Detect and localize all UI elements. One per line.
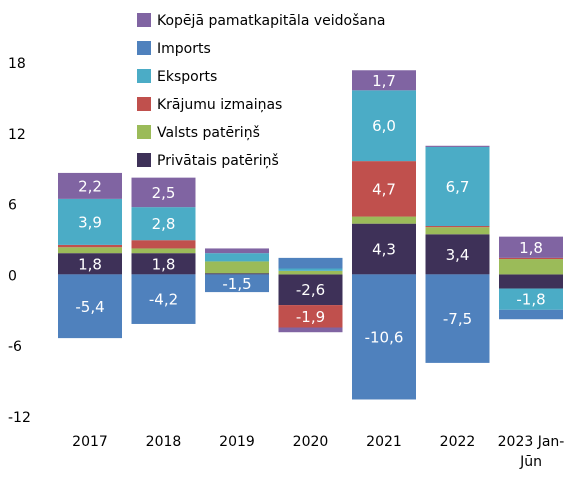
- legend-swatch: [137, 13, 151, 27]
- bar-segment: [205, 248, 269, 254]
- bar-segment: [205, 253, 269, 262]
- data-label: -1,9: [296, 308, 325, 326]
- y-tick-label: -6: [8, 339, 22, 355]
- x-tick-label: 2023 Jan-Jūn: [497, 434, 565, 470]
- y-tick-label: -12: [8, 410, 31, 426]
- bar-segment: [425, 226, 490, 228]
- bar-segment: [58, 253, 122, 275]
- legend-label: Valsts patēriņš: [157, 125, 260, 141]
- data-label: 6,7: [446, 178, 470, 196]
- legend-label: Eksports: [157, 69, 217, 85]
- bar-segment: [352, 161, 416, 217]
- bar-segment: [278, 327, 343, 333]
- x-tick-label: 2019: [219, 434, 255, 450]
- bar-segment: [278, 268, 343, 271]
- bar-segment: [131, 274, 196, 324]
- bar-segment: [58, 244, 122, 248]
- bar-segment: [278, 274, 343, 306]
- bar-segment: [278, 305, 343, 328]
- bar-segment: [499, 257, 563, 260]
- data-label: 3,9: [78, 213, 102, 231]
- legend-swatch: [137, 97, 151, 111]
- bar-segment: [352, 223, 416, 275]
- y-tick-label: 6: [8, 198, 17, 214]
- bar-segment: [278, 257, 343, 269]
- bar-segment: [278, 270, 343, 275]
- y-tick-label: 18: [8, 56, 26, 72]
- bar-segment: [499, 274, 563, 289]
- data-label: -10,6: [365, 328, 404, 346]
- bar-segment: [425, 146, 490, 227]
- x-tick-label: 2021: [366, 434, 402, 450]
- data-label: 6,0: [372, 117, 396, 135]
- data-label: -5,4: [75, 298, 104, 316]
- legend-label: Imports: [157, 41, 211, 57]
- bar-segment: [131, 253, 196, 275]
- x-tick-label: 2022: [439, 434, 476, 450]
- x-tick-label: 2017: [72, 434, 108, 450]
- bar-segment: [131, 177, 196, 208]
- data-label: -2,6: [296, 281, 325, 299]
- y-tick-label: 12: [8, 127, 26, 143]
- bar-segment: [499, 236, 563, 258]
- bar-segment: [425, 227, 490, 235]
- bar-segment: [205, 274, 269, 293]
- data-label: 1,7: [372, 72, 396, 90]
- bar-segment: [499, 259, 563, 275]
- y-tick-label: 0: [8, 268, 17, 284]
- legend-label: Krājumu izmaiņas: [157, 97, 282, 113]
- bar-segment: [425, 234, 490, 275]
- data-label: 2,5: [152, 184, 176, 202]
- bar-segment: [499, 288, 563, 310]
- data-label: 2,2: [78, 177, 102, 195]
- bar-segment: [131, 248, 196, 254]
- data-label: -1,8: [516, 291, 545, 309]
- bar-segment: [205, 261, 269, 274]
- bar-segment: [205, 273, 269, 275]
- bar-segment: [58, 172, 122, 199]
- bar-segment: [58, 274, 122, 339]
- legend-label: Kopējā pamatkapitāla veidošana: [157, 13, 385, 29]
- bar-segment: [352, 70, 416, 91]
- x-tick-label: 2020: [292, 434, 329, 450]
- bar-segment: [499, 309, 563, 320]
- data-label: -1,5: [222, 275, 251, 293]
- data-label: -7,5: [443, 310, 472, 328]
- bar-segment: [352, 274, 416, 400]
- bar-segment: [352, 90, 416, 162]
- data-label: 2,8: [152, 215, 176, 233]
- data-label: 1,8: [78, 255, 102, 273]
- data-label: 4,7: [372, 180, 396, 198]
- bar-segment: [352, 216, 416, 224]
- bar-segment: [58, 198, 122, 245]
- x-tick-label: 2018: [145, 434, 182, 450]
- bar-segment: [425, 145, 490, 147]
- bar-segment: [58, 247, 122, 254]
- legend-label: Privātais patēriņš: [157, 153, 279, 169]
- data-label: 1,8: [152, 255, 176, 273]
- data-label: 4,3: [372, 241, 396, 259]
- legend-swatch: [137, 69, 151, 83]
- data-label: 3,4: [446, 246, 470, 264]
- data-label: -4,2: [149, 291, 178, 309]
- legend-swatch: [137, 125, 151, 139]
- legend-swatch: [137, 41, 151, 55]
- legend-swatch: [137, 153, 151, 167]
- bar-segment: [425, 274, 490, 363]
- bar-segment: [131, 207, 196, 241]
- bar-segment: [131, 240, 196, 249]
- data-label: 1,8: [519, 239, 543, 257]
